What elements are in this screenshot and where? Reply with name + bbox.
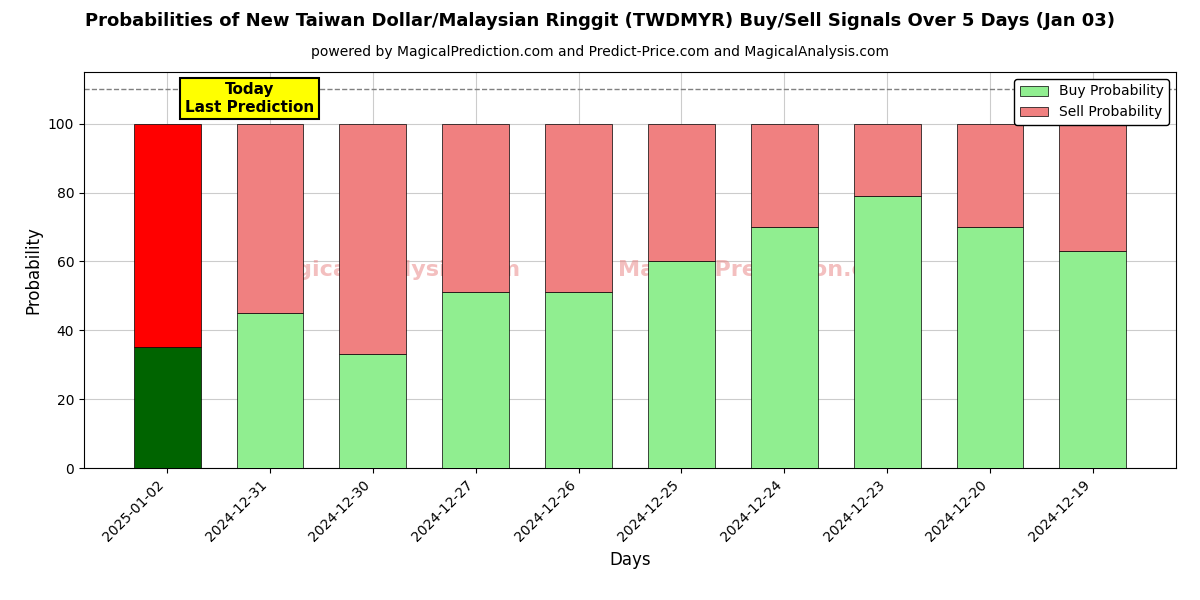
Y-axis label: Probability: Probability	[24, 226, 42, 314]
Bar	[956, 124, 1024, 227]
Text: MagicalAnalysis.com: MagicalAnalysis.com	[259, 260, 521, 280]
Bar	[751, 124, 817, 227]
Bar	[956, 227, 1024, 468]
Bar	[648, 124, 715, 262]
Bar	[133, 124, 200, 347]
Text: Probabilities of New Taiwan Dollar/Malaysian Ringgit (TWDMYR) Buy/Sell Signals O: Probabilities of New Taiwan Dollar/Malay…	[85, 12, 1115, 30]
X-axis label: Days: Days	[610, 551, 650, 569]
Bar	[133, 347, 200, 468]
Bar	[236, 124, 304, 313]
Bar	[1060, 251, 1127, 468]
Bar	[751, 227, 817, 468]
Bar	[853, 124, 920, 196]
Bar	[545, 124, 612, 292]
Bar	[648, 262, 715, 468]
Bar	[853, 196, 920, 468]
Bar	[443, 124, 509, 292]
Bar	[545, 292, 612, 468]
Bar	[236, 313, 304, 468]
Bar	[1060, 124, 1127, 251]
Text: Today
Last Prediction: Today Last Prediction	[185, 82, 314, 115]
Text: MagicalPrediction.com: MagicalPrediction.com	[618, 260, 904, 280]
Bar	[443, 292, 509, 468]
Legend: Buy Probability, Sell Probability: Buy Probability, Sell Probability	[1014, 79, 1169, 125]
Bar	[340, 355, 407, 468]
Bar	[340, 124, 407, 355]
Text: powered by MagicalPrediction.com and Predict-Price.com and MagicalAnalysis.com: powered by MagicalPrediction.com and Pre…	[311, 45, 889, 59]
